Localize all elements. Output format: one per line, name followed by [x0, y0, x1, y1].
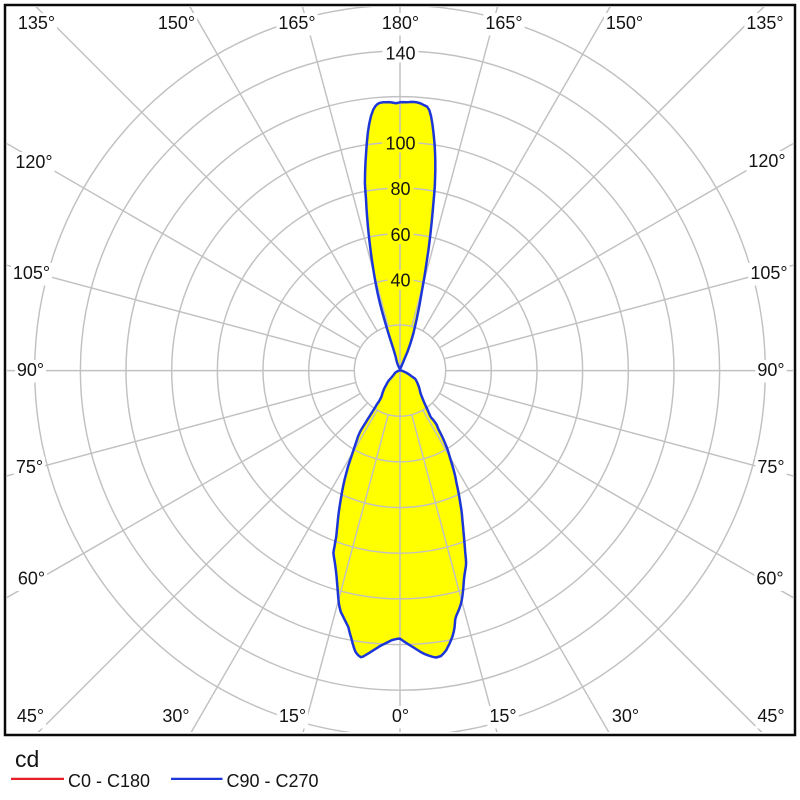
svg-text:135°: 135° [18, 13, 55, 33]
svg-text:75°: 75° [757, 457, 784, 477]
svg-text:C0 - C180: C0 - C180 [68, 771, 150, 791]
svg-text:15°: 15° [279, 706, 306, 726]
svg-text:45°: 45° [757, 706, 784, 726]
svg-text:cd: cd [15, 746, 39, 772]
svg-text:100: 100 [385, 134, 415, 154]
svg-text:165°: 165° [485, 13, 522, 33]
svg-text:150°: 150° [158, 13, 195, 33]
svg-text:140: 140 [385, 44, 415, 64]
svg-text:165°: 165° [278, 13, 315, 33]
svg-text:150°: 150° [606, 13, 643, 33]
svg-text:135°: 135° [746, 13, 783, 33]
svg-text:60°: 60° [756, 569, 783, 589]
svg-text:40: 40 [390, 271, 410, 291]
svg-text:75°: 75° [16, 457, 43, 477]
svg-text:90°: 90° [757, 360, 784, 380]
svg-text:80: 80 [390, 179, 410, 199]
svg-text:90°: 90° [17, 360, 44, 380]
svg-text:180°: 180° [382, 13, 419, 33]
svg-text:C90 - C270: C90 - C270 [227, 771, 319, 791]
svg-text:30°: 30° [612, 706, 639, 726]
svg-text:105°: 105° [750, 263, 787, 283]
svg-text:15°: 15° [489, 706, 516, 726]
svg-text:120°: 120° [748, 151, 785, 171]
svg-text:60°: 60° [18, 569, 45, 589]
svg-text:60: 60 [390, 225, 410, 245]
svg-text:105°: 105° [13, 263, 50, 283]
svg-text:30°: 30° [162, 706, 189, 726]
svg-text:0°: 0° [392, 706, 409, 726]
svg-text:45°: 45° [17, 706, 44, 726]
svg-text:120°: 120° [15, 152, 52, 172]
